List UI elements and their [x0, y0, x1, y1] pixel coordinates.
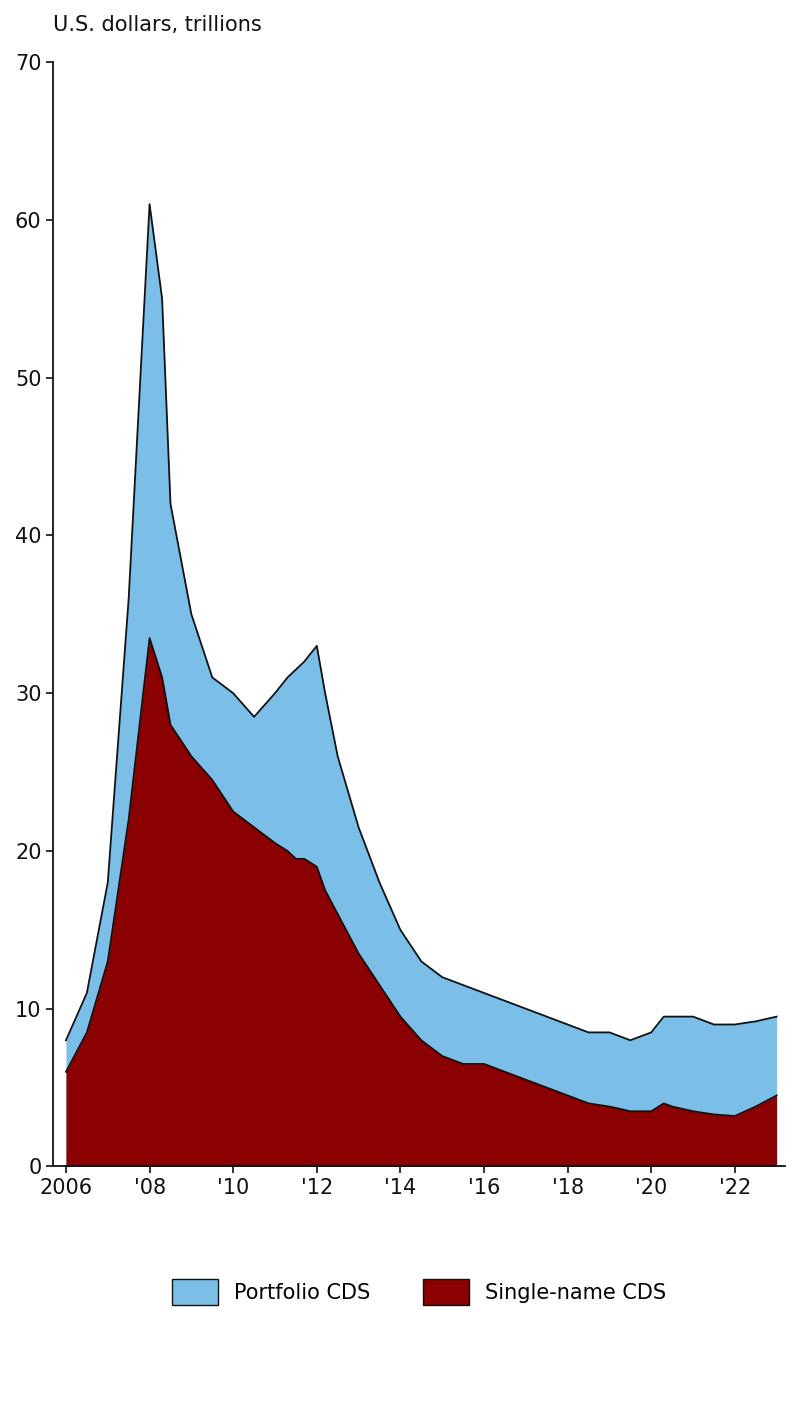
Legend: Portfolio CDS, Single-name CDS: Portfolio CDS, Single-name CDS — [164, 1271, 674, 1312]
Text: U.S. dollars, trillions: U.S. dollars, trillions — [54, 14, 262, 34]
